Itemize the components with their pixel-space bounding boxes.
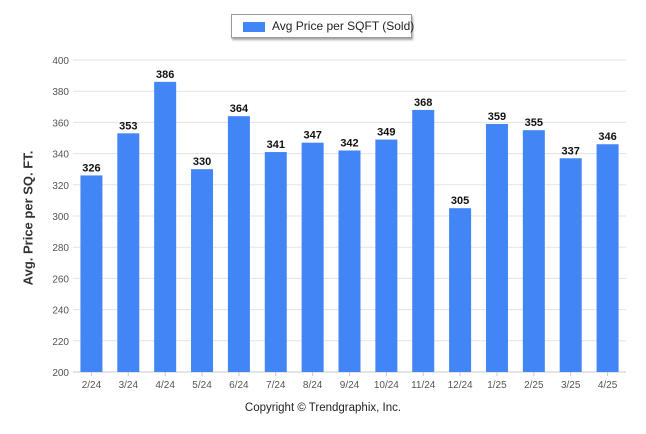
copyright-text: Copyright © Trendgraphix, Inc. bbox=[244, 402, 402, 414]
data-label: 368 bbox=[414, 97, 432, 109]
x-tick-label: 4/24 bbox=[155, 380, 175, 391]
x-tick-label: 6/24 bbox=[229, 380, 249, 391]
y-tick-label: 300 bbox=[52, 212, 69, 223]
y-tick-label: 220 bbox=[52, 337, 69, 348]
data-label: 326 bbox=[82, 162, 100, 174]
y-tick-label: 400 bbox=[52, 56, 69, 67]
bar bbox=[154, 81, 177, 372]
x-tick-label: 3/25 bbox=[561, 380, 581, 391]
y-tick-label: 360 bbox=[52, 118, 69, 129]
data-label: 349 bbox=[377, 127, 395, 139]
x-tick-label: 4/25 bbox=[598, 380, 618, 391]
data-label: 386 bbox=[156, 69, 174, 81]
y-tick-label: 240 bbox=[52, 306, 69, 317]
x-tick-label: 11/24 bbox=[411, 380, 436, 391]
data-label: 359 bbox=[488, 111, 506, 123]
data-label: 305 bbox=[451, 195, 469, 207]
bar bbox=[191, 169, 214, 372]
data-label: 347 bbox=[303, 130, 321, 142]
data-label: 341 bbox=[267, 139, 285, 151]
bar bbox=[80, 175, 103, 372]
y-tick-label: 260 bbox=[52, 274, 69, 285]
x-tick-label: 7/24 bbox=[266, 380, 286, 391]
x-tick-label: 9/24 bbox=[340, 380, 360, 391]
data-label: 342 bbox=[340, 137, 358, 149]
bar bbox=[301, 142, 324, 372]
legend-label: Avg Price per SQFT (Sold) bbox=[272, 19, 415, 33]
data-label: 346 bbox=[598, 131, 616, 143]
bar bbox=[412, 109, 435, 373]
data-label: 353 bbox=[119, 120, 137, 132]
y-tick-label: 200 bbox=[52, 368, 69, 379]
data-label: 337 bbox=[562, 145, 580, 157]
bar bbox=[227, 116, 250, 372]
data-label: 355 bbox=[525, 117, 543, 129]
legend-swatch bbox=[243, 22, 265, 32]
x-tick-label: 2/24 bbox=[82, 380, 102, 391]
y-tick-label: 280 bbox=[52, 243, 69, 254]
x-tick-label: 3/24 bbox=[119, 380, 139, 391]
x-tick-label: 5/24 bbox=[192, 380, 212, 391]
bar bbox=[485, 123, 508, 373]
bar bbox=[596, 144, 619, 372]
bar bbox=[449, 208, 472, 372]
x-tick-label: 10/24 bbox=[374, 380, 399, 391]
bar bbox=[559, 158, 582, 372]
bar bbox=[338, 150, 361, 372]
bar bbox=[117, 133, 140, 372]
data-label: 364 bbox=[230, 103, 249, 115]
bar bbox=[375, 139, 398, 372]
legend: Avg Price per SQFT (Sold) bbox=[231, 14, 415, 38]
x-tick-label: 12/24 bbox=[448, 380, 473, 391]
x-tick-label: 8/24 bbox=[303, 380, 323, 391]
y-tick-label: 320 bbox=[52, 181, 69, 192]
data-label: 330 bbox=[193, 156, 211, 168]
x-tick-label: 2/25 bbox=[524, 380, 544, 391]
x-tick-label: 1/25 bbox=[487, 380, 507, 391]
y-tick-label: 340 bbox=[52, 150, 69, 161]
y-tick-label: 380 bbox=[52, 87, 69, 98]
bar bbox=[264, 152, 287, 372]
bar bbox=[522, 130, 545, 372]
